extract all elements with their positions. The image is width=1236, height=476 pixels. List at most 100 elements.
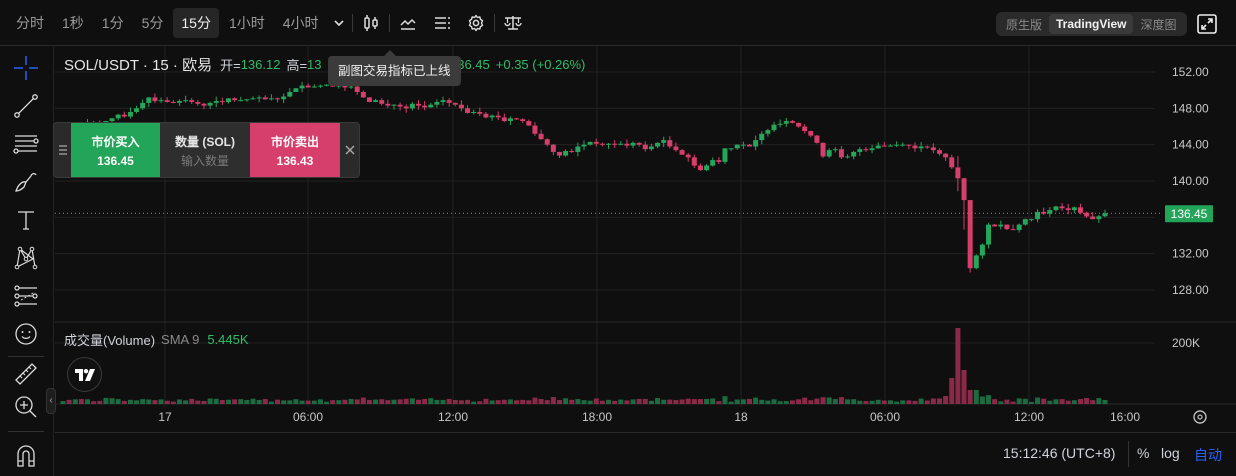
auto-scale-button[interactable]: 自动 [1194, 447, 1222, 463]
drag-handle-icon [58, 145, 67, 155]
volume-legend: 成交量(Volume) SMA 9 5.445K [64, 330, 249, 349]
indicators-button[interactable] [391, 8, 425, 38]
chevron-left-icon: ‹ [49, 395, 53, 406]
timeframe-1[interactable]: 1秒 [62, 14, 84, 31]
chevron-down-icon [333, 19, 344, 26]
zoom-in-tool[interactable] [10, 391, 42, 423]
svg-text:16:00: 16:00 [1110, 410, 1140, 424]
divider [8, 356, 44, 357]
scale-balance-icon [503, 15, 522, 30]
trend-line-tool[interactable] [10, 90, 42, 122]
svg-text:152.00: 152.00 [1172, 65, 1209, 79]
timeframe-4[interactable]: 15分 [173, 7, 219, 38]
svg-text:140.00: 140.00 [1172, 174, 1209, 188]
quick-trade-panel: 市价买入 136.45 数量 (SOL) 市价卖出 136.43 [53, 122, 360, 178]
divider [1128, 441, 1129, 467]
timeframe-list: 分时 1秒 1分 5分 15分 1小时 4小时 [0, 7, 327, 38]
expand-icon [1197, 14, 1217, 34]
timeframe-2[interactable]: 1分 [101, 14, 124, 31]
timeframe-3[interactable]: 5分 [141, 14, 164, 31]
divider [388, 13, 390, 32]
ruler-tool[interactable] [10, 358, 42, 390]
crosshair-tool[interactable] [10, 52, 42, 84]
text-tool[interactable] [10, 204, 42, 236]
indicator-chart-icon [400, 18, 416, 30]
svg-text:132.00: 132.00 [1172, 247, 1209, 261]
timeframe-dropdown-button[interactable] [327, 8, 351, 38]
list-icon [434, 16, 450, 29]
sell-label: 市价卖出 [270, 134, 319, 149]
drawing-toolbar [0, 47, 54, 476]
smiley-icon [15, 323, 37, 345]
price-change-legend: 136.45 +0.35 (+0.26%) [450, 54, 591, 74]
zoom-in-icon [15, 396, 37, 418]
svg-text:128.00: 128.00 [1172, 283, 1209, 297]
svg-text:136.45: 136.45 [1171, 207, 1208, 221]
emoji-tool[interactable] [10, 318, 42, 350]
close-trade-panel-button[interactable] [340, 123, 359, 177]
svg-text:200K: 200K [1172, 336, 1200, 350]
brush-tool[interactable] [10, 166, 42, 198]
open-label: 开= [220, 57, 241, 73]
collapse-toolbar-button[interactable]: ‹ [46, 388, 56, 414]
parallel-lines-tool[interactable] [10, 128, 42, 160]
svg-text:17: 17 [158, 410, 172, 424]
chart-type-button[interactable] [354, 8, 388, 38]
market-buy-button[interactable]: 市价买入 136.45 [71, 123, 160, 177]
clock[interactable]: 15:12:46 (UTC+8) [1003, 445, 1116, 461]
divider [493, 13, 495, 32]
percent-scale-button[interactable]: % [1137, 445, 1150, 461]
sell-price: 136.43 [276, 153, 314, 168]
tradingview-logo-icon [74, 368, 95, 381]
symbol-title[interactable]: SOL/USDT · 15 · 欧易 [64, 56, 213, 74]
open-value: 136.12 [240, 56, 281, 72]
notice-tooltip: 副图交易指标已上线 [328, 50, 461, 86]
prediction-icon [14, 285, 38, 307]
svg-text:148.00: 148.00 [1172, 101, 1209, 115]
timeframe-6[interactable]: 4小时 [282, 14, 319, 31]
top-toolbar: 分时 1秒 1分 5分 15分 1小时 4小时 原生版 TradingView 深度图 [0, 0, 1236, 46]
view-native[interactable]: 原生版 [1006, 17, 1043, 32]
horizontal-lines-icon [13, 135, 39, 154]
candlestick-chart: 152.00 148.00 144.00 140.00 132.00 128.00 17 06… [55, 47, 1236, 424]
view-tradingview[interactable]: TradingView [1049, 14, 1134, 34]
magnet-tool[interactable] [10, 439, 42, 471]
market-sell-button[interactable]: 市价卖出 136.43 [250, 123, 340, 177]
svg-text:18:00: 18:00 [582, 410, 612, 424]
svg-text:12:00: 12:00 [438, 410, 468, 424]
svg-text:144.00: 144.00 [1172, 138, 1209, 152]
quantity-input[interactable] [165, 153, 245, 168]
volume-sma-label: SMA 9 [161, 332, 200, 347]
settings-button[interactable] [459, 8, 493, 38]
compare-button[interactable] [496, 8, 530, 38]
tradingview-logo[interactable] [67, 357, 102, 392]
drag-handle[interactable] [54, 123, 71, 177]
high-value: 13 [307, 56, 322, 72]
candlestick-icon [363, 14, 378, 31]
magnet-icon [17, 445, 35, 467]
log-scale-button[interactable]: log [1161, 445, 1180, 461]
svg-text:12:00: 12:00 [1014, 410, 1044, 424]
svg-text:06:00: 06:00 [293, 410, 323, 424]
price-chart[interactable]: 152.00 148.00 144.00 140.00 132.00 128.00 17 06… [55, 47, 1236, 430]
view-switch: 原生版 TradingView 深度图 [996, 12, 1187, 36]
text-icon [18, 211, 34, 230]
layout-list-button[interactable] [425, 8, 459, 38]
quantity-label: 数量 (SOL) [175, 134, 235, 149]
buy-label: 市价买入 [91, 134, 140, 149]
svg-text:06:00: 06:00 [870, 410, 900, 424]
gear-icon [468, 14, 483, 31]
pattern-icon [14, 246, 38, 270]
timeframe-5[interactable]: 1小时 [228, 14, 265, 31]
brush-icon [15, 172, 37, 192]
fullscreen-button[interactable] [1197, 14, 1217, 34]
timeframe-0[interactable]: 分时 [16, 14, 44, 31]
view-depth[interactable]: 深度图 [1140, 17, 1177, 32]
forecast-tool[interactable] [10, 280, 42, 312]
pattern-tool[interactable] [10, 242, 42, 274]
close-icon [345, 145, 354, 155]
crosshair-icon [14, 56, 38, 80]
quantity-field: 数量 (SOL) [160, 123, 250, 177]
volume-indicator-name[interactable]: 成交量(Volume) [64, 333, 156, 348]
bottom-bar: 15:12:46 (UTC+8) % log 自动 [55, 432, 1236, 476]
